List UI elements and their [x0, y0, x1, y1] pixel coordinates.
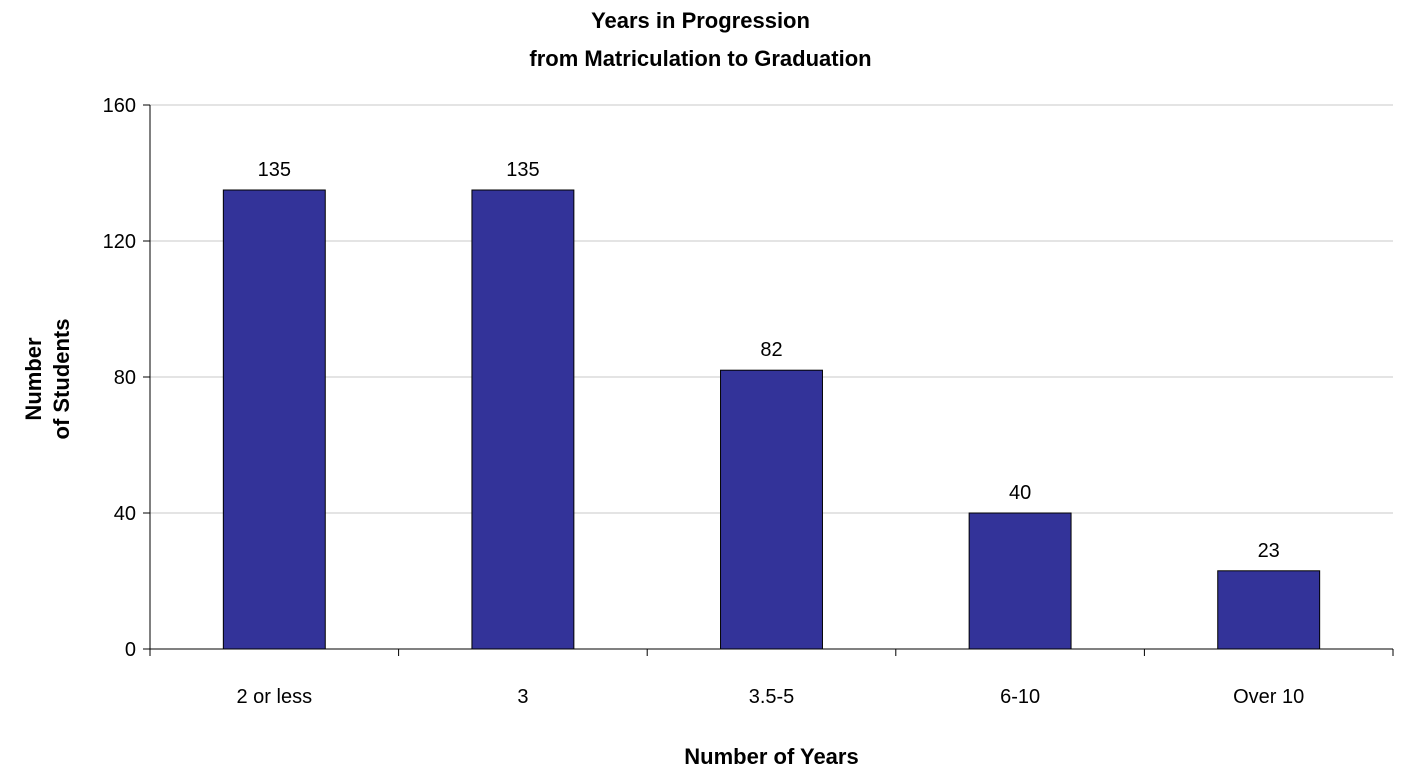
x-category-label: Over 10: [1233, 686, 1304, 708]
bar-value-label: 135: [258, 159, 291, 181]
chart-title-line-2: from Matriculation to Graduation: [529, 46, 872, 71]
y-tick-label: 80: [114, 367, 136, 389]
bar-value-label: 135: [506, 159, 539, 181]
bar-4: [968, 512, 1072, 650]
x-axis-label: Number of Years: [684, 744, 859, 769]
x-category-label: 2 or less: [237, 686, 313, 708]
labels: 0 40 80 120 160 135 2 or less 135 3 82 3.5-5 40 6-10…: [103, 95, 1305, 708]
x-category-label: 3: [517, 686, 528, 708]
bar-value-label: 82: [760, 339, 782, 361]
bar-2: [471, 189, 575, 650]
bar-3: [720, 369, 823, 650]
bar-value-label: 40: [1009, 482, 1031, 504]
x-category-label: 3.5-5: [749, 686, 795, 708]
x-category-label: 6-10: [1000, 686, 1040, 708]
bar-5: [1217, 570, 1321, 650]
y-tick-label: 40: [114, 503, 136, 525]
bars: [222, 189, 1321, 650]
y-axis-label-line-2: of Students: [49, 318, 74, 440]
chart-title-line-1: Years in Progression: [591, 8, 810, 33]
y-axis-label-line-1: Number: [21, 337, 46, 421]
bar-1: [222, 189, 326, 650]
y-tick-label: 160: [103, 95, 136, 117]
y-tick-label: 0: [125, 639, 136, 661]
bar-value-label: 23: [1258, 540, 1280, 562]
y-tick-label: 120: [103, 231, 136, 253]
